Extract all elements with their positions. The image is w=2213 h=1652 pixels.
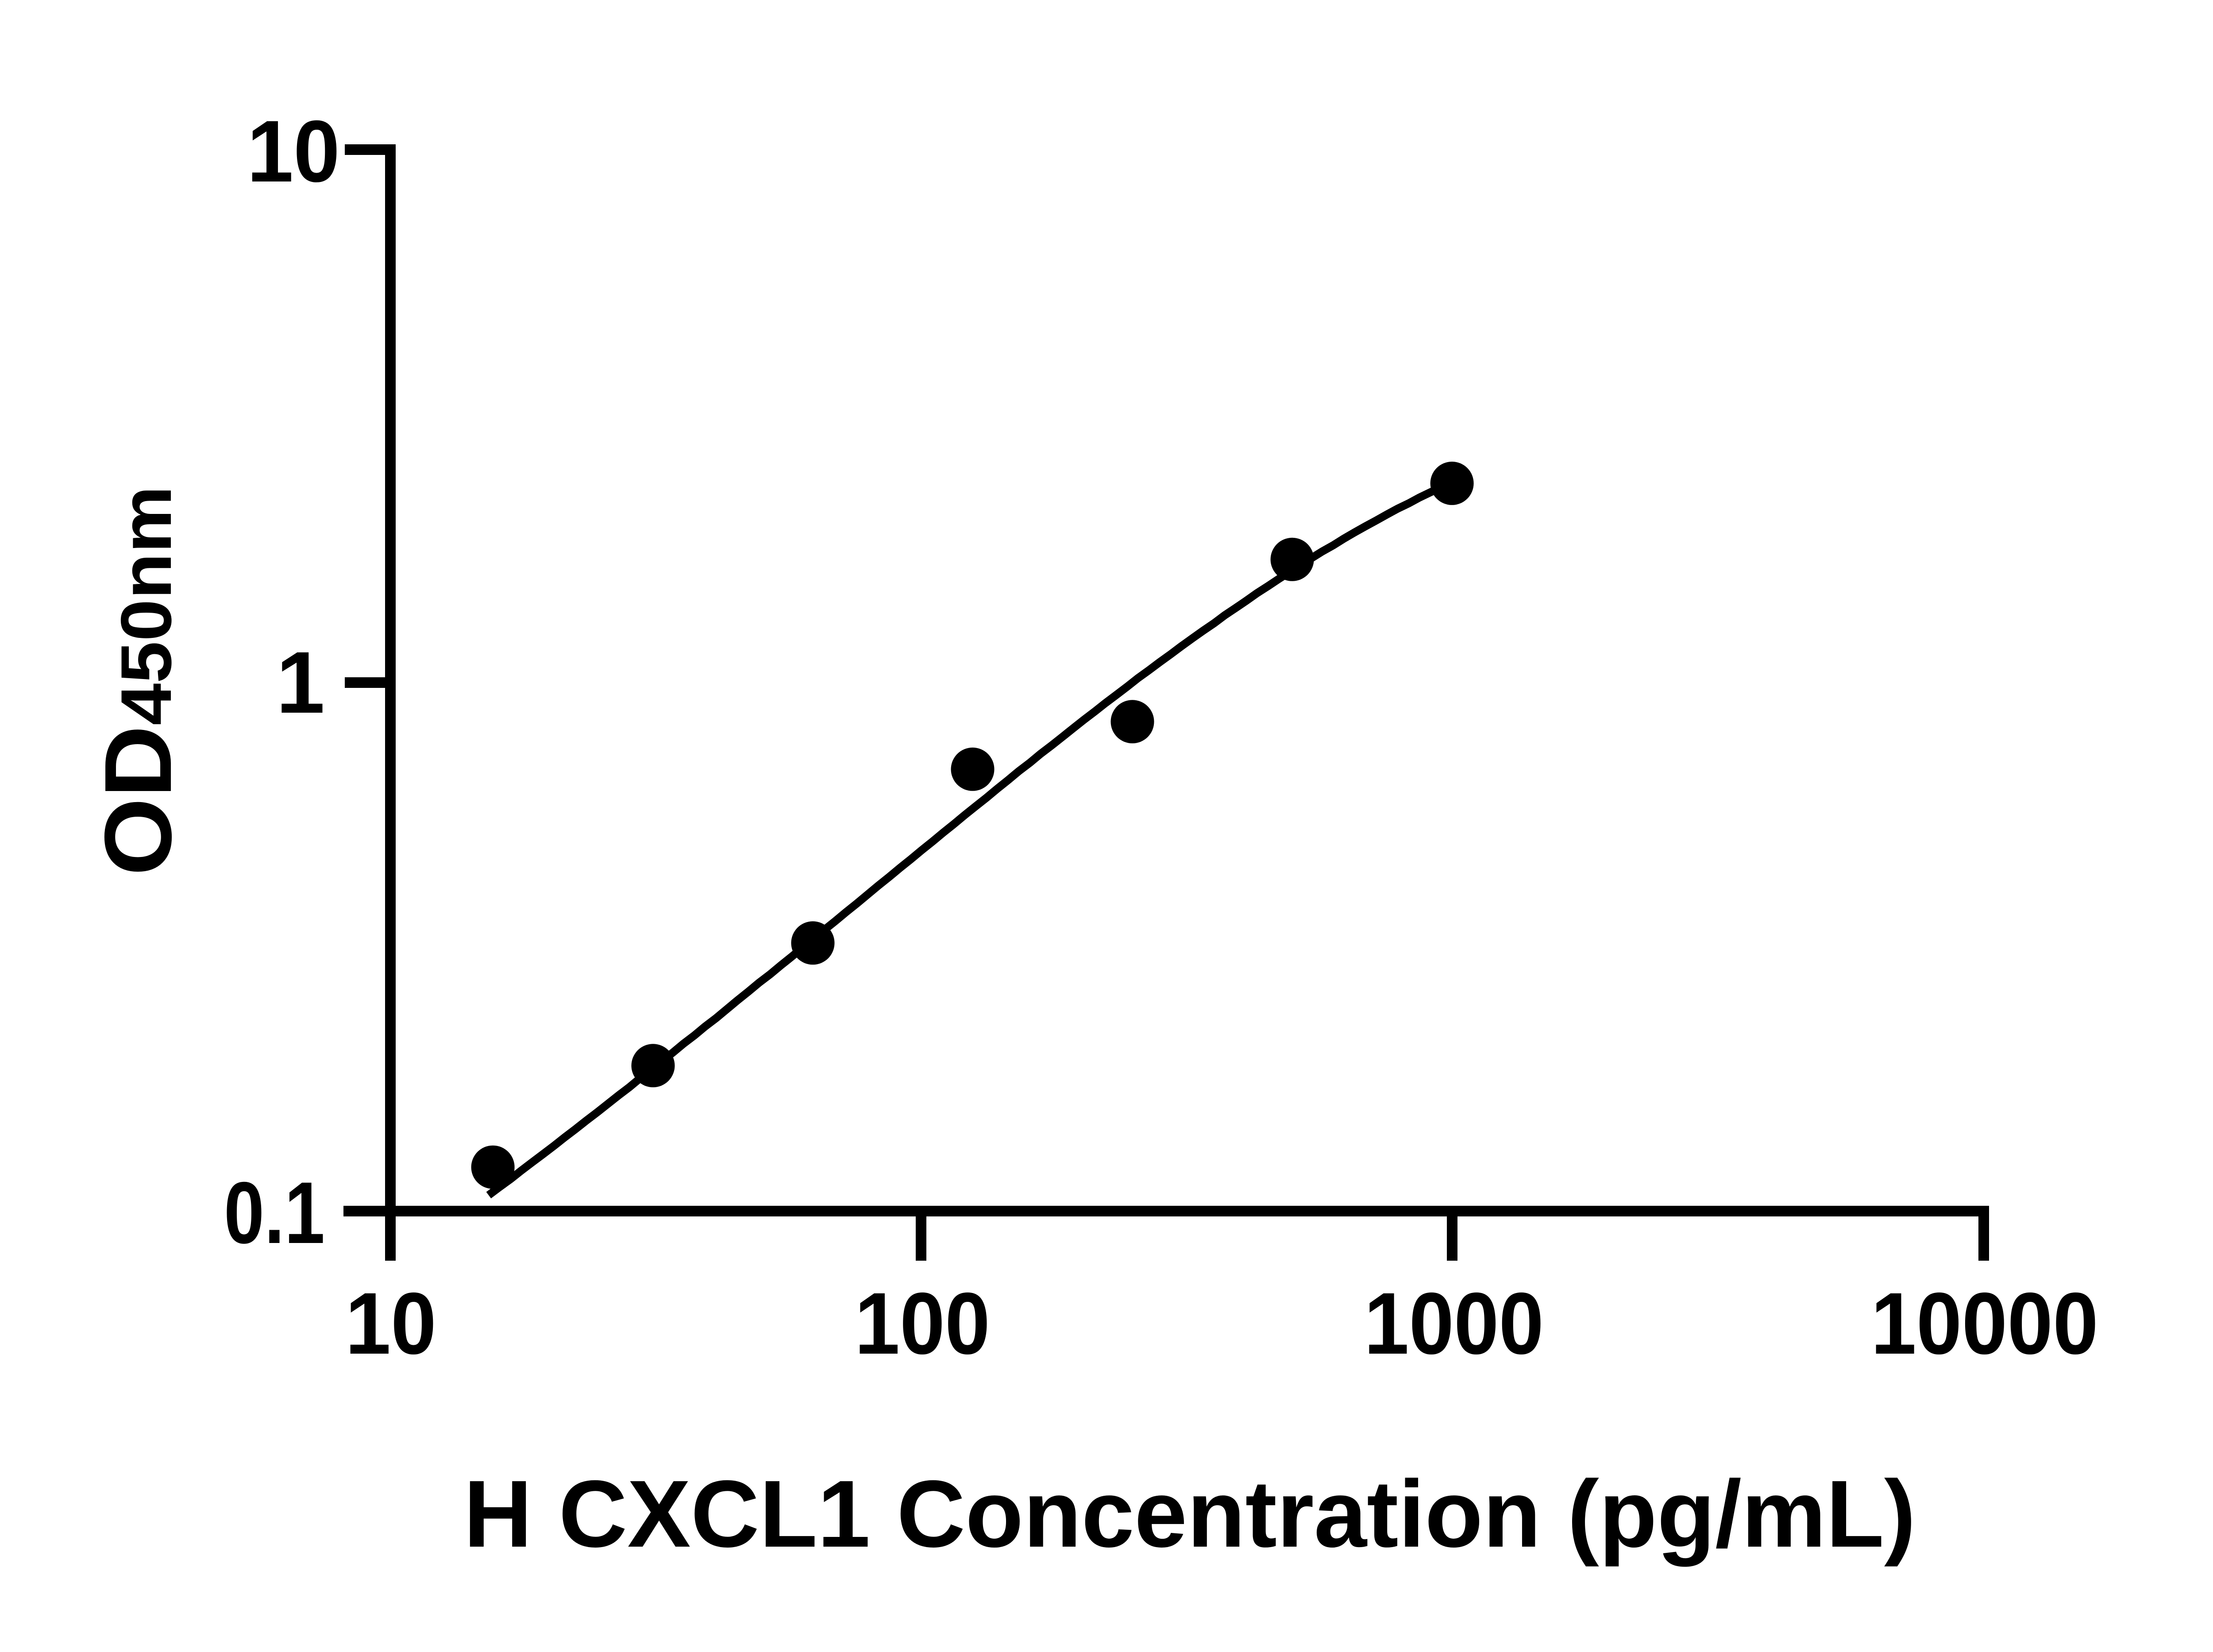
svg-text:10: 10 (345, 1274, 436, 1372)
svg-text:10000: 10000 (1871, 1274, 2098, 1372)
svg-text:0.1: 0.1 (224, 1164, 325, 1262)
svg-text:H CXCL1 Concentration (pg/mL): H CXCL1 Concentration (pg/mL) (464, 1460, 1916, 1567)
svg-text:OD450nm: OD450nm (85, 486, 191, 876)
svg-text:1000: 1000 (1364, 1274, 1544, 1372)
svg-text:100: 100 (855, 1274, 990, 1372)
svg-text:10: 10 (247, 102, 340, 200)
svg-text:1: 1 (276, 633, 325, 731)
